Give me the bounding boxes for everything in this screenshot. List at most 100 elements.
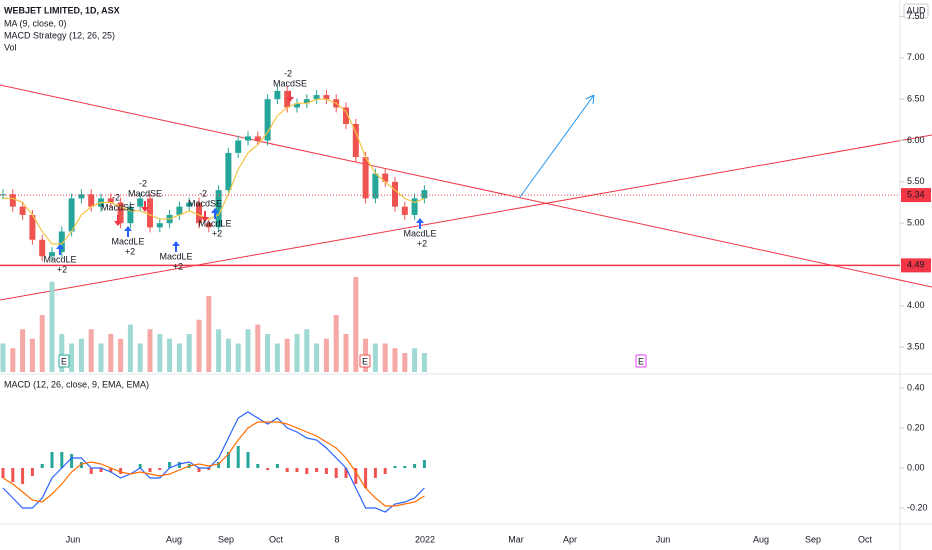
signal-arrow <box>172 241 180 252</box>
x-tick-label: Aug <box>166 534 182 544</box>
volume-bar <box>49 281 55 372</box>
earnings-badge <box>58 354 70 368</box>
candle <box>274 90 281 100</box>
volume-bar <box>176 343 182 372</box>
signal-arrow <box>286 91 294 102</box>
histogram-bar <box>119 468 123 474</box>
histogram-bar <box>266 468 270 470</box>
volume-bar <box>294 334 300 372</box>
indicator-label: MA (9, close, 0) <box>4 18 67 28</box>
histogram-bar <box>354 468 358 484</box>
currency-label[interactable]: AUD <box>906 5 926 15</box>
candle <box>205 223 212 228</box>
volume-bar <box>402 353 408 372</box>
candle <box>225 152 232 191</box>
volume-bar <box>10 348 16 372</box>
x-tick-label: Oct <box>269 534 284 544</box>
signal-label: MacdLE <box>111 236 144 246</box>
volume-bar <box>333 315 339 372</box>
x-tick-label: Oct <box>858 534 873 544</box>
volume-bar <box>392 348 398 372</box>
x-tick-label: Sep <box>218 534 234 544</box>
candle <box>294 103 300 108</box>
volume-bar <box>314 343 320 372</box>
histogram-bar <box>295 468 299 472</box>
y-tick-label: 5.50 <box>907 176 925 186</box>
candle <box>147 198 153 228</box>
candle <box>284 90 291 108</box>
signal-qty: +2 <box>125 246 135 256</box>
y-tick-label: 6.50 <box>907 94 925 104</box>
volume-bar <box>372 343 378 372</box>
volume-bar <box>235 343 241 372</box>
signal-qty: +2 <box>173 261 183 271</box>
candle <box>264 99 271 141</box>
earnings-badge <box>635 354 647 368</box>
volume-bar <box>167 338 173 372</box>
histogram-bar <box>226 452 230 468</box>
histogram-bar <box>11 468 15 482</box>
candle <box>9 194 16 207</box>
histogram-bar <box>60 452 64 468</box>
histogram-bar <box>1 468 5 478</box>
histogram-bar <box>344 468 348 478</box>
signal-arrow <box>141 201 149 212</box>
indicator-label: Vol <box>4 42 17 52</box>
chart-title: WEBJET LIMITED, 1D, ASX <box>4 5 120 15</box>
candle <box>39 239 46 257</box>
volume-bar <box>29 338 35 372</box>
signal-qty: -2 <box>139 178 147 188</box>
histogram-bar <box>21 468 25 484</box>
y-tick-label: 6.00 <box>907 135 925 145</box>
histogram-bar <box>50 452 54 468</box>
histogram-bar <box>275 464 279 468</box>
signal-arrow <box>56 244 64 255</box>
histogram-bar <box>315 468 319 472</box>
candle <box>245 136 251 141</box>
indicator-label: MACD Strategy (12, 26, 25) <box>4 30 115 40</box>
candle <box>78 194 85 199</box>
volume-bar <box>206 296 212 372</box>
volume-bar <box>412 348 418 372</box>
currency-badge[interactable] <box>903 3 929 19</box>
volume-bar <box>255 324 261 372</box>
histogram-bar <box>148 468 152 472</box>
candle <box>352 124 359 158</box>
volume-bar <box>0 343 6 372</box>
volume-bar <box>157 334 163 372</box>
candle <box>137 198 144 207</box>
macd-line <box>2 411 425 513</box>
signal-label: MacdLE <box>43 254 76 264</box>
signal-qty: -2 <box>284 68 292 78</box>
histogram-bar <box>40 464 44 468</box>
x-tick-label: Sep <box>805 534 821 544</box>
candle <box>117 202 124 224</box>
price-tag-label: 4.49 <box>907 260 925 270</box>
signal-line <box>2 421 425 507</box>
signal-label: MacdSE <box>188 198 222 208</box>
histogram-bar <box>138 464 142 468</box>
candle <box>215 190 222 228</box>
signal-label: MacdSE <box>128 188 162 198</box>
earnings-label: E <box>61 356 67 366</box>
signal-qty: +2 <box>417 238 427 248</box>
candle <box>323 95 330 100</box>
volume-bar <box>20 329 26 372</box>
x-tick-label: Apr <box>563 534 577 544</box>
y-tick-label: 3.50 <box>907 342 925 352</box>
signal-qty: -2 <box>199 188 207 198</box>
earnings-label: E <box>638 356 644 366</box>
candle <box>176 206 183 215</box>
candle <box>156 223 163 228</box>
signal-label: MacdSE <box>273 78 307 88</box>
volume-bar <box>98 343 104 372</box>
y-tick-label: -0.20 <box>907 502 928 512</box>
candle <box>68 198 75 232</box>
candle <box>411 198 418 215</box>
y-tick-label: 7.00 <box>907 52 925 62</box>
y-tick-label: 5.00 <box>907 218 925 228</box>
volume-bar <box>421 353 427 372</box>
volume-bar <box>108 334 114 372</box>
histogram-bar <box>177 462 181 468</box>
